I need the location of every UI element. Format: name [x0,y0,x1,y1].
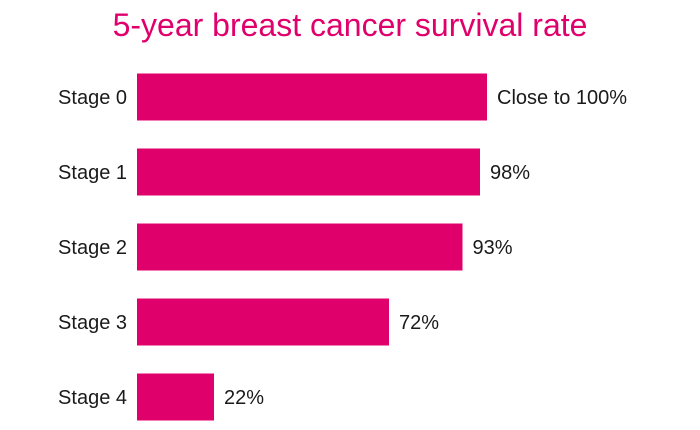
data-label: 22% [224,387,264,409]
data-label: Close to 100% [497,87,627,109]
chart-title: 5-year breast cancer survival rate [113,7,588,43]
category-label: Stage 0 [58,87,127,109]
category-label: Stage 1 [58,162,127,184]
bar [137,148,480,196]
bar [137,73,487,121]
bar [137,298,389,346]
bar [137,223,463,271]
category-label: Stage 4 [58,387,127,409]
bars-layer: Stage 0 Close to 100% Stage 1 98% Stage 2 93%… [58,73,627,421]
data-label: 98% [490,162,530,184]
data-label: 72% [399,312,439,334]
bar [137,373,214,421]
category-label: Stage 3 [58,312,127,334]
category-label: Stage 2 [58,237,127,259]
data-label: 93% [473,237,513,259]
